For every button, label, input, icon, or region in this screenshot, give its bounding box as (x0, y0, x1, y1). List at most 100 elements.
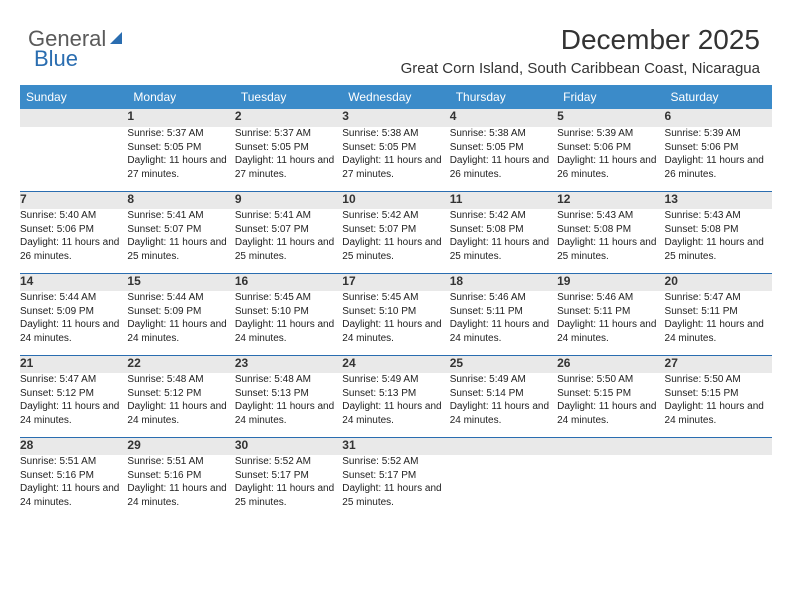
sunset-text: Sunset: 5:10 PM (342, 305, 449, 319)
day-number-row: 123456 (20, 109, 772, 127)
day-number-cell: 23 (235, 355, 342, 373)
sunset-text: Sunset: 5:11 PM (665, 305, 772, 319)
daylight-text: Daylight: 11 hours and 27 minutes. (235, 154, 342, 181)
sunset-text: Sunset: 5:12 PM (127, 387, 234, 401)
sunrise-text: Sunrise: 5:50 AM (557, 373, 664, 387)
day-content-cell: Sunrise: 5:48 AMSunset: 5:12 PMDaylight:… (127, 373, 234, 437)
day-content-cell: Sunrise: 5:41 AMSunset: 5:07 PMDaylight:… (127, 209, 234, 273)
sunrise-text: Sunrise: 5:52 AM (342, 455, 449, 469)
day-number-cell: 3 (342, 109, 449, 127)
daylight-text: Daylight: 11 hours and 26 minutes. (557, 154, 664, 181)
page-subtitle: Great Corn Island, South Caribbean Coast… (20, 60, 760, 77)
day-content-cell: Sunrise: 5:41 AMSunset: 5:07 PMDaylight:… (235, 209, 342, 273)
sunrise-text: Sunrise: 5:51 AM (20, 455, 127, 469)
sunrise-text: Sunrise: 5:42 AM (450, 209, 557, 223)
daylight-text: Daylight: 11 hours and 24 minutes. (450, 400, 557, 427)
day-content-cell: Sunrise: 5:51 AMSunset: 5:16 PMDaylight:… (20, 455, 127, 519)
sunrise-text: Sunrise: 5:45 AM (235, 291, 342, 305)
day-number-cell (450, 437, 557, 455)
day-content-cell: Sunrise: 5:38 AMSunset: 5:05 PMDaylight:… (342, 127, 449, 191)
weekday-header: Sunday (20, 85, 127, 109)
sunrise-text: Sunrise: 5:52 AM (235, 455, 342, 469)
sunrise-text: Sunrise: 5:40 AM (20, 209, 127, 223)
day-content-cell: Sunrise: 5:42 AMSunset: 5:07 PMDaylight:… (342, 209, 449, 273)
day-number-cell: 7 (20, 191, 127, 209)
day-number-row: 78910111213 (20, 191, 772, 209)
day-number-cell: 30 (235, 437, 342, 455)
day-number-cell: 18 (450, 273, 557, 291)
sunrise-text: Sunrise: 5:38 AM (450, 127, 557, 141)
day-content-row: Sunrise: 5:37 AMSunset: 5:05 PMDaylight:… (20, 127, 772, 191)
logo-sail-icon (108, 30, 126, 48)
day-content-cell: Sunrise: 5:44 AMSunset: 5:09 PMDaylight:… (127, 291, 234, 355)
day-content-cell: Sunrise: 5:38 AMSunset: 5:05 PMDaylight:… (450, 127, 557, 191)
sunset-text: Sunset: 5:07 PM (342, 223, 449, 237)
sunrise-text: Sunrise: 5:43 AM (557, 209, 664, 223)
daylight-text: Daylight: 11 hours and 24 minutes. (235, 400, 342, 427)
daylight-text: Daylight: 11 hours and 26 minutes. (450, 154, 557, 181)
sunset-text: Sunset: 5:05 PM (450, 141, 557, 155)
sunset-text: Sunset: 5:08 PM (665, 223, 772, 237)
day-number-cell: 26 (557, 355, 664, 373)
day-number-cell: 17 (342, 273, 449, 291)
sunrise-text: Sunrise: 5:44 AM (20, 291, 127, 305)
day-content-row: Sunrise: 5:40 AMSunset: 5:06 PMDaylight:… (20, 209, 772, 273)
daylight-text: Daylight: 11 hours and 27 minutes. (127, 154, 234, 181)
sunset-text: Sunset: 5:13 PM (342, 387, 449, 401)
sunset-text: Sunset: 5:06 PM (20, 223, 127, 237)
sunrise-text: Sunrise: 5:42 AM (342, 209, 449, 223)
day-content-cell (20, 127, 127, 191)
sunset-text: Sunset: 5:13 PM (235, 387, 342, 401)
sunrise-text: Sunrise: 5:48 AM (235, 373, 342, 387)
daylight-text: Daylight: 11 hours and 24 minutes. (342, 318, 449, 345)
sunrise-text: Sunrise: 5:41 AM (127, 209, 234, 223)
day-number-cell: 16 (235, 273, 342, 291)
day-content-cell: Sunrise: 5:49 AMSunset: 5:13 PMDaylight:… (342, 373, 449, 437)
weekday-header: Monday (127, 85, 234, 109)
sunset-text: Sunset: 5:16 PM (20, 469, 127, 483)
sunset-text: Sunset: 5:17 PM (235, 469, 342, 483)
sunrise-text: Sunrise: 5:51 AM (127, 455, 234, 469)
day-number-row: 21222324252627 (20, 355, 772, 373)
sunrise-text: Sunrise: 5:37 AM (235, 127, 342, 141)
day-number-cell: 21 (20, 355, 127, 373)
daylight-text: Daylight: 11 hours and 26 minutes. (20, 236, 127, 263)
weekday-header: Saturday (665, 85, 772, 109)
sunset-text: Sunset: 5:12 PM (20, 387, 127, 401)
daylight-text: Daylight: 11 hours and 24 minutes. (342, 400, 449, 427)
day-number-row: 28293031 (20, 437, 772, 455)
daylight-text: Daylight: 11 hours and 25 minutes. (235, 236, 342, 263)
sunset-text: Sunset: 5:07 PM (235, 223, 342, 237)
sunset-text: Sunset: 5:17 PM (342, 469, 449, 483)
day-number-cell: 6 (665, 109, 772, 127)
day-number-cell: 13 (665, 191, 772, 209)
day-number-cell: 5 (557, 109, 664, 127)
sunrise-text: Sunrise: 5:38 AM (342, 127, 449, 141)
weekday-header: Friday (557, 85, 664, 109)
sunset-text: Sunset: 5:06 PM (665, 141, 772, 155)
sunset-text: Sunset: 5:10 PM (235, 305, 342, 319)
sunset-text: Sunset: 5:14 PM (450, 387, 557, 401)
day-number-cell: 29 (127, 437, 234, 455)
day-number-cell: 2 (235, 109, 342, 127)
sunset-text: Sunset: 5:15 PM (557, 387, 664, 401)
daylight-text: Daylight: 11 hours and 25 minutes. (342, 236, 449, 263)
day-content-cell: Sunrise: 5:50 AMSunset: 5:15 PMDaylight:… (665, 373, 772, 437)
day-content-cell: Sunrise: 5:43 AMSunset: 5:08 PMDaylight:… (665, 209, 772, 273)
sunrise-text: Sunrise: 5:46 AM (450, 291, 557, 305)
day-number-cell (665, 437, 772, 455)
day-number-cell: 31 (342, 437, 449, 455)
sunrise-text: Sunrise: 5:44 AM (127, 291, 234, 305)
weekday-header: Wednesday (342, 85, 449, 109)
daylight-text: Daylight: 11 hours and 25 minutes. (665, 236, 772, 263)
daylight-text: Daylight: 11 hours and 24 minutes. (127, 482, 234, 509)
day-number-cell: 24 (342, 355, 449, 373)
day-content-cell: Sunrise: 5:40 AMSunset: 5:06 PMDaylight:… (20, 209, 127, 273)
day-number-cell: 12 (557, 191, 664, 209)
sunset-text: Sunset: 5:05 PM (342, 141, 449, 155)
sunrise-text: Sunrise: 5:48 AM (127, 373, 234, 387)
day-content-cell: Sunrise: 5:48 AMSunset: 5:13 PMDaylight:… (235, 373, 342, 437)
sunset-text: Sunset: 5:08 PM (557, 223, 664, 237)
daylight-text: Daylight: 11 hours and 26 minutes. (665, 154, 772, 181)
sunset-text: Sunset: 5:07 PM (127, 223, 234, 237)
